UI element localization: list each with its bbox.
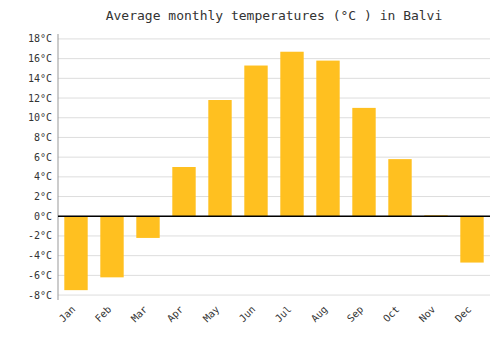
y-tick-label: 6°C <box>34 152 52 163</box>
grid-line <box>58 38 490 39</box>
bar <box>136 216 159 238</box>
x-tick-label: Oct <box>381 304 402 325</box>
y-tick-label: 4°C <box>34 171 52 182</box>
x-tick-label: May <box>201 304 222 325</box>
grid-line <box>58 137 490 138</box>
zero-line <box>58 216 490 218</box>
x-tick-label: Aug <box>309 304 330 325</box>
y-tick-label: 0°C <box>34 211 52 222</box>
bar <box>208 100 231 216</box>
bar <box>172 167 195 216</box>
x-tick-label: Jul <box>273 304 294 325</box>
grid-line <box>58 295 490 296</box>
y-tick-label: -4°C <box>28 250 52 261</box>
y-tick-label: 14°C <box>28 73 52 84</box>
grid-line <box>58 117 490 118</box>
bars <box>64 52 483 290</box>
y-tick-label: 18°C <box>28 33 52 44</box>
grid <box>58 39 490 295</box>
grid-line <box>58 98 490 99</box>
grid-line <box>58 196 490 197</box>
x-tick-label: Jun <box>237 304 258 325</box>
x-tick-label: Jan <box>57 304 78 325</box>
y-tick-label: 8°C <box>34 132 52 143</box>
grid-line <box>58 216 490 217</box>
y-tick-label: -6°C <box>28 270 52 281</box>
y-tick-label: 16°C <box>28 53 52 64</box>
y-tick-label: -2°C <box>28 230 52 241</box>
bar <box>100 216 123 277</box>
x-tick-label: Dec <box>453 304 474 325</box>
grid-line <box>58 58 490 59</box>
x-tick-label: Mar <box>129 304 150 325</box>
grid-line <box>58 78 490 79</box>
chart: Average monthly temperatures (°C ) in Ba… <box>0 0 500 350</box>
bar <box>280 52 303 217</box>
x-tick-label: Apr <box>165 304 186 325</box>
bar <box>64 216 87 290</box>
bar <box>388 159 411 216</box>
bar <box>460 216 483 262</box>
x-tick-label: Sep <box>345 304 366 325</box>
y-tick-label: 10°C <box>28 112 52 123</box>
bar <box>352 108 375 216</box>
y-tick-label: -8°C <box>28 290 52 301</box>
y-tick-label: 2°C <box>34 191 52 202</box>
bar <box>316 61 339 217</box>
grid-line <box>58 176 490 177</box>
bar <box>244 66 267 217</box>
grid-line <box>58 157 490 158</box>
x-tick-label: Nov <box>417 304 438 325</box>
y-axis-line <box>58 34 59 300</box>
y-tick-label: 12°C <box>28 93 52 104</box>
x-tick-label: Feb <box>93 304 114 325</box>
title: Average monthly temperatures (°C ) in Ba… <box>106 8 443 23</box>
